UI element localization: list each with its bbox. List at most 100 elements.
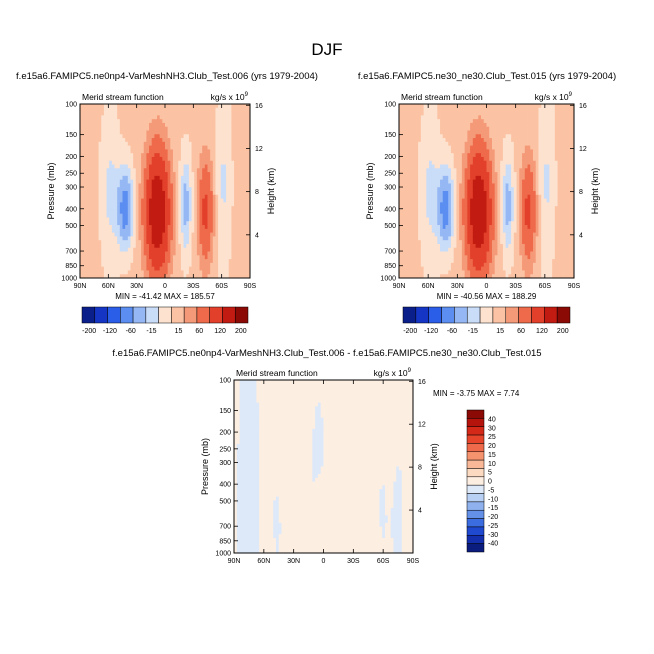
field-cell	[420, 251, 425, 256]
field-cell	[505, 134, 509, 139]
field-cell	[133, 198, 137, 203]
field-cell	[162, 168, 166, 173]
field-cell	[117, 266, 121, 271]
field-cell	[239, 183, 243, 188]
field-cell	[412, 104, 416, 109]
field-cell	[502, 149, 507, 154]
x-tick-label: 90S	[244, 283, 257, 290]
field-cell	[162, 274, 166, 279]
field-cell	[90, 228, 94, 234]
field-cell	[204, 138, 208, 143]
field-cell	[101, 168, 105, 173]
field-cell	[119, 111, 123, 116]
field-cell	[98, 259, 102, 264]
field-cell	[415, 187, 419, 192]
field-cell	[199, 262, 203, 268]
field-cell	[505, 259, 509, 264]
field-cell	[456, 168, 460, 173]
field-cell	[475, 247, 479, 252]
field-cell	[80, 243, 84, 249]
field-cell	[494, 217, 498, 222]
field-cell	[133, 160, 137, 165]
field-cell	[220, 236, 224, 241]
field-cell	[130, 107, 134, 112]
field-cell	[122, 213, 126, 218]
field-cell	[154, 160, 158, 165]
field-cell	[199, 228, 203, 234]
field-cell	[130, 187, 134, 192]
field-cell	[167, 122, 171, 128]
field-cell	[401, 126, 405, 131]
field-cell	[415, 251, 419, 256]
field-cell	[464, 156, 468, 162]
field-cell	[223, 149, 227, 154]
field-cell	[149, 270, 153, 275]
field-cell	[420, 274, 425, 279]
field-cell	[404, 183, 408, 188]
field-cell	[130, 221, 134, 226]
field-cell	[434, 236, 438, 241]
colorbar-label: 200	[235, 328, 247, 335]
field-cell	[199, 111, 203, 116]
field-cell	[486, 153, 490, 158]
field-cell	[111, 160, 115, 165]
field-cell	[90, 122, 94, 128]
field-cell	[467, 149, 471, 154]
field-cell	[445, 126, 449, 131]
field-cell	[175, 175, 179, 181]
field-cell	[448, 251, 452, 256]
field-cell	[165, 130, 169, 135]
field-cell	[491, 130, 496, 135]
field-cell	[445, 115, 449, 120]
field-cell	[404, 172, 408, 177]
field-cell	[399, 115, 403, 120]
field-cell	[146, 240, 150, 245]
field-cell	[497, 149, 501, 154]
field-cell	[130, 266, 134, 271]
field-cell	[475, 202, 479, 207]
field-cell	[401, 122, 405, 128]
field-cell	[122, 191, 126, 196]
field-cell	[220, 115, 224, 120]
field-cell	[437, 134, 441, 139]
field-cell	[448, 153, 452, 158]
field-cell	[218, 179, 222, 184]
field-cell	[151, 262, 155, 268]
field-cell	[453, 111, 457, 116]
field-cell	[426, 104, 430, 109]
field-cell	[117, 247, 121, 252]
field-cell	[111, 107, 115, 112]
field-cell	[228, 126, 232, 131]
field-cell	[431, 225, 435, 230]
field-cell	[165, 164, 169, 169]
field-cell	[183, 160, 187, 165]
field-cell	[93, 206, 97, 211]
field-cell	[494, 251, 498, 256]
field-cell	[170, 153, 174, 158]
field-cell	[101, 228, 105, 234]
field-cell	[167, 107, 171, 112]
field-cell	[106, 240, 110, 245]
field-cell	[434, 217, 438, 222]
field-cell	[165, 175, 169, 181]
field-cell	[194, 160, 198, 165]
field-cell	[138, 104, 142, 109]
field-cell	[500, 243, 504, 249]
field-cell	[478, 217, 482, 222]
field-cell	[470, 262, 474, 268]
field-cell	[220, 172, 224, 177]
field-cell	[242, 119, 246, 124]
field-cell	[450, 130, 455, 135]
field-cell	[423, 141, 427, 147]
field-cell	[162, 145, 166, 150]
field-cell	[175, 217, 179, 222]
field-cell	[194, 164, 198, 169]
field-cell	[442, 228, 446, 234]
field-cell	[90, 168, 94, 173]
field-cell	[154, 179, 158, 184]
field-cell	[513, 134, 517, 139]
field-cell	[448, 115, 452, 120]
field-cell	[127, 194, 131, 199]
field-cell	[234, 187, 238, 192]
field-cell	[170, 232, 174, 237]
